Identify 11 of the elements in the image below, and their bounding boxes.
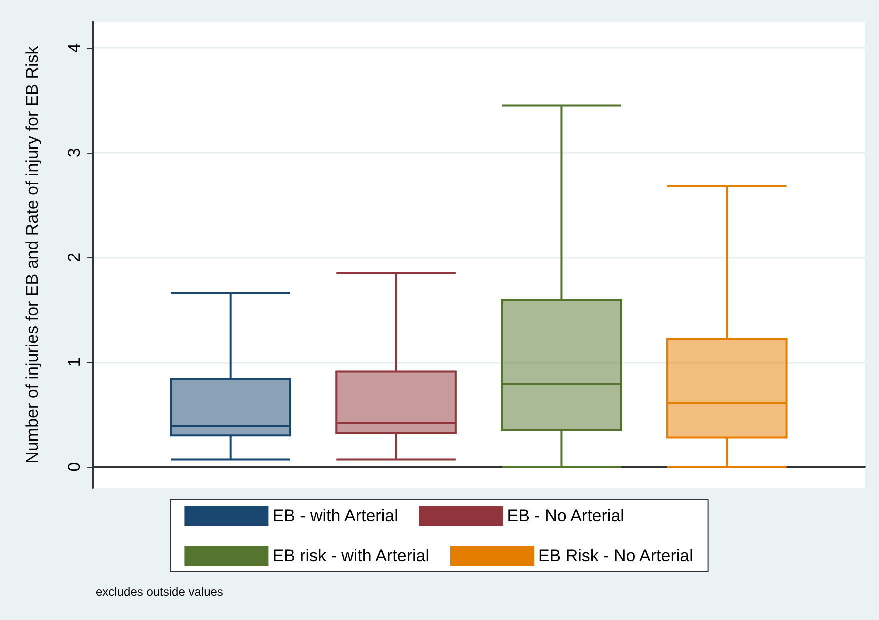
y-tick-label: 2 (65, 252, 84, 262)
y-tick-label: 1 (65, 358, 84, 368)
legend-label: EB Risk - No Arterial (538, 546, 694, 566)
legend-label: EB risk - with Arterial (272, 546, 430, 566)
text: excludes outside values (96, 585, 224, 599)
y-tick-label: 3 (65, 148, 84, 158)
y-tick-label: 4 (65, 43, 84, 53)
legend-label: EB - with Arterial (272, 506, 398, 526)
y-axis-title: Number of injuries for EB and Rate of injury for EB Risk (23, 46, 42, 464)
legend-label: EB - No Arterial (507, 506, 624, 526)
y-tick-label: 0 (65, 462, 84, 472)
